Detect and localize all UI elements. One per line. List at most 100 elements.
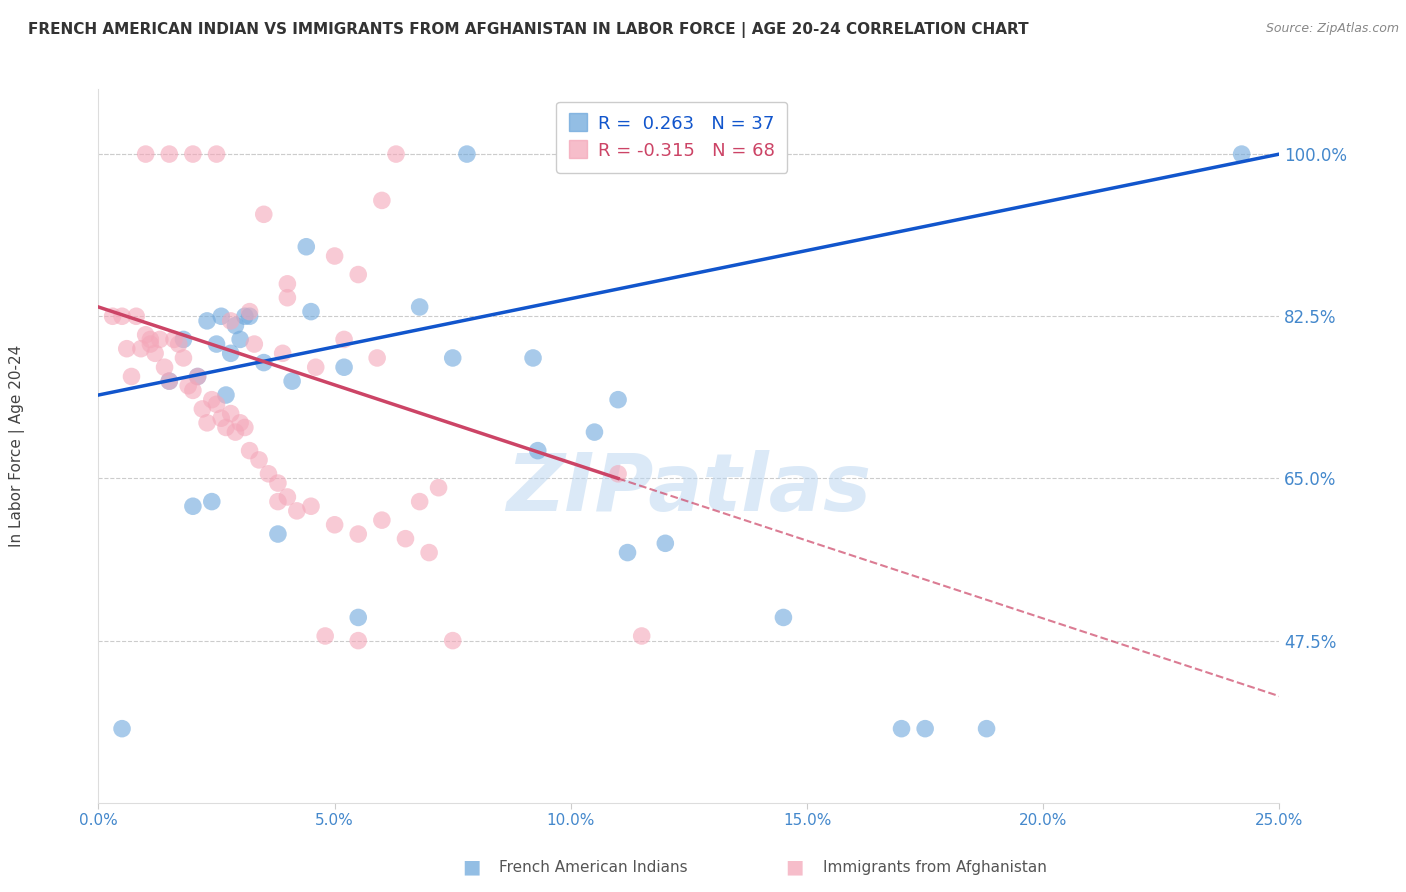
Point <box>239 443 262 458</box>
Point <box>111 722 134 736</box>
Point <box>253 207 276 221</box>
Point <box>101 310 124 324</box>
Point <box>239 304 262 318</box>
Point <box>187 369 209 384</box>
Point <box>205 147 228 161</box>
Point <box>157 147 180 161</box>
Point <box>276 277 298 291</box>
Point <box>678 147 700 161</box>
Point <box>243 337 266 351</box>
Point <box>333 360 356 375</box>
Legend: R =  0.263   N = 37, R = -0.315   N = 68: R = 0.263 N = 37, R = -0.315 N = 68 <box>557 102 787 173</box>
Point <box>267 494 290 508</box>
Point <box>143 346 166 360</box>
Text: Source: ZipAtlas.com: Source: ZipAtlas.com <box>1265 22 1399 36</box>
Point <box>219 314 242 328</box>
Point <box>276 490 298 504</box>
Point <box>129 342 152 356</box>
Point <box>267 476 290 491</box>
Point <box>219 407 242 421</box>
Point <box>333 333 356 347</box>
Point <box>347 268 370 282</box>
Text: ZIPatlas: ZIPatlas <box>506 450 872 528</box>
Point <box>115 342 138 356</box>
Point <box>607 147 630 161</box>
Point <box>201 494 224 508</box>
Point <box>299 304 322 318</box>
Point <box>427 481 450 495</box>
Point <box>976 722 998 736</box>
Point <box>607 467 630 481</box>
Point <box>209 411 232 425</box>
Point <box>191 401 214 416</box>
Point <box>233 420 256 434</box>
Point <box>181 500 204 514</box>
Point <box>253 355 276 369</box>
Point <box>167 337 190 351</box>
Point <box>371 194 394 208</box>
Point <box>323 249 346 263</box>
Point <box>394 532 416 546</box>
Point <box>172 333 194 347</box>
Point <box>181 384 204 398</box>
Point <box>295 240 318 254</box>
Point <box>914 722 936 736</box>
Point <box>229 333 252 347</box>
Point <box>149 333 172 347</box>
Point <box>205 337 228 351</box>
Text: FRENCH AMERICAN INDIAN VS IMMIGRANTS FROM AFGHANISTAN IN LABOR FORCE | AGE 20-24: FRENCH AMERICAN INDIAN VS IMMIGRANTS FRO… <box>28 22 1029 38</box>
Text: ■: ■ <box>785 857 804 877</box>
Point <box>224 318 246 333</box>
Text: French American Indians: French American Indians <box>499 860 688 874</box>
Point <box>215 388 238 402</box>
Point <box>616 545 638 559</box>
Point <box>314 629 336 643</box>
Point <box>125 310 148 324</box>
Point <box>224 425 246 439</box>
Point <box>195 314 218 328</box>
Text: Immigrants from Afghanistan: Immigrants from Afghanistan <box>823 860 1046 874</box>
Point <box>135 327 157 342</box>
Point <box>209 310 232 324</box>
Point <box>267 527 290 541</box>
Point <box>408 494 430 508</box>
Point <box>135 147 157 161</box>
Point <box>172 351 194 365</box>
Point <box>257 467 280 481</box>
Point <box>181 147 204 161</box>
Point <box>418 545 440 559</box>
Point <box>215 420 238 434</box>
Point <box>281 374 304 388</box>
Point <box>163 333 186 347</box>
Point <box>654 536 676 550</box>
Point <box>195 416 218 430</box>
Point <box>772 610 794 624</box>
Point <box>347 610 370 624</box>
Point <box>305 360 328 375</box>
Point <box>187 369 209 384</box>
Point <box>347 633 370 648</box>
Point <box>371 513 394 527</box>
Point <box>408 300 430 314</box>
Point <box>522 351 544 365</box>
Point <box>201 392 224 407</box>
Point <box>607 392 630 407</box>
Point <box>323 517 346 532</box>
Point <box>285 504 308 518</box>
Point <box>630 629 652 643</box>
Point <box>366 351 388 365</box>
Point <box>153 360 176 375</box>
Point <box>271 346 294 360</box>
Point <box>583 425 606 439</box>
Point <box>111 310 134 324</box>
Point <box>121 369 143 384</box>
Point <box>219 346 242 360</box>
Point <box>1230 147 1253 161</box>
Point <box>233 310 256 324</box>
Point <box>157 374 180 388</box>
Point <box>239 310 262 324</box>
Point <box>441 633 464 648</box>
Point <box>139 337 162 351</box>
Point <box>441 351 464 365</box>
Text: In Labor Force | Age 20-24: In Labor Force | Age 20-24 <box>8 345 25 547</box>
